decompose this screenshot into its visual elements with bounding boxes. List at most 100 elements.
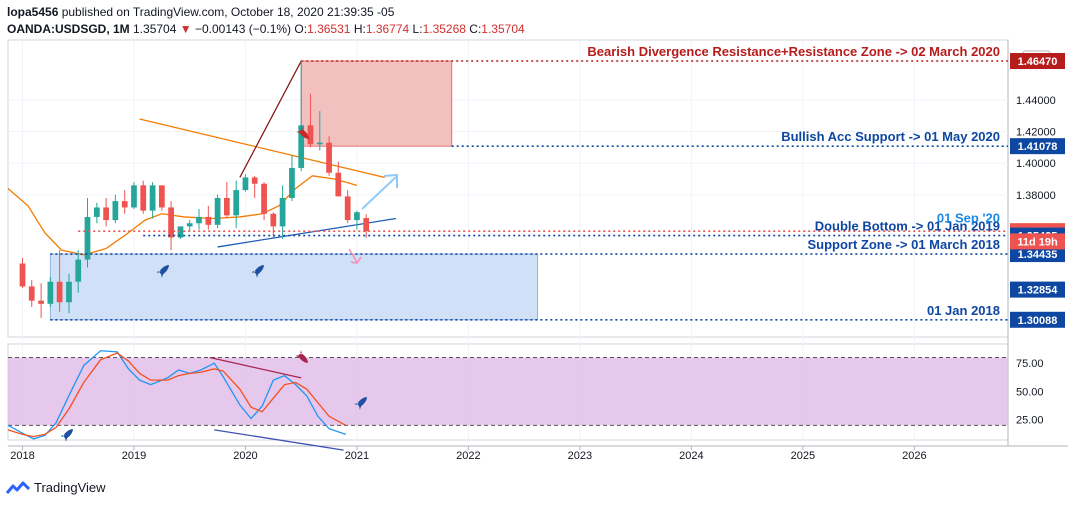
bullish-acc-support-label: Bullish Acc Support -> 01 May 2020 (781, 129, 1000, 144)
rocket-up-icon (354, 397, 367, 410)
tradingview-logo-icon (6, 481, 30, 494)
stoch-series-k (7, 350, 347, 440)
open-label: O: (294, 22, 308, 36)
candle-body (93, 207, 100, 217)
bullish-support-line (217, 217, 397, 248)
stoch-tick-label: 50.00 (1016, 386, 1044, 398)
stoch-support-line (214, 429, 344, 451)
candle-body (196, 216, 202, 224)
price-tick-label: 1.42000 (1016, 127, 1056, 139)
price-tick-label: 1.40000 (1016, 158, 1056, 170)
tradingview-brand: TradingView (34, 480, 106, 495)
low-value: 1.35268 (422, 22, 466, 36)
price-tag-132854-label: 1.32854 (1018, 285, 1059, 297)
publisher-user[interactable]: lopa5456 (7, 5, 59, 19)
candle-body (38, 300, 44, 304)
candle-body (326, 142, 332, 173)
symbol-label[interactable]: OANDA:USDSGD, 1M (7, 22, 130, 36)
candle-body (335, 172, 342, 197)
bullish-acc-support-price-tag-label: 1.41078 (1018, 141, 1058, 153)
candle-body (307, 125, 314, 145)
candle-body (261, 183, 267, 214)
last-price: 1.35704 (133, 22, 177, 36)
candle-body (75, 259, 82, 282)
candle-body (251, 177, 258, 184)
rocket-up-icon (60, 429, 73, 442)
down-arrow-head-icon (350, 256, 362, 264)
jan-2018-price-tag-label: 1.30088 (1018, 315, 1058, 327)
down-arrow-icon: ▼ (179, 22, 192, 36)
resistance-zone (300, 60, 453, 147)
candle-body (66, 281, 72, 303)
high-value: 1.36774 (365, 22, 410, 36)
support-zone-top-price-tag (1010, 246, 1065, 263)
jan-2018-label: 01 Jan 2018 (927, 303, 1000, 318)
countdown-tag (1010, 233, 1065, 250)
close-label: C: (469, 22, 482, 36)
jan-2018-price-tag (1010, 311, 1065, 328)
down-arrow-icon (348, 248, 358, 263)
close-value: 1.35704 (481, 22, 525, 36)
sep-2020-label: 01 Sep '20 (937, 210, 1000, 225)
double-bottom-label: Double Bottom -> 01 Jan 2019 (815, 219, 1000, 234)
candle-body (279, 197, 286, 227)
price-tick-label: 1.44000 (1016, 95, 1056, 107)
time-tick-label: 2022 (456, 450, 480, 462)
time-tick-label: 2026 (902, 450, 926, 462)
ohlc-line: OANDA:USDSGD, 1M 1.35704 ▼ −0.00143 (−0.… (7, 22, 525, 36)
bearish-divergence-line (139, 118, 385, 179)
candle-body (121, 201, 128, 208)
stoch-divergence-line (209, 356, 302, 379)
rocket-down-icon (296, 126, 309, 139)
candle-body (316, 142, 323, 145)
moving-average-line (7, 175, 358, 256)
candle-body (103, 207, 109, 221)
rocket-up-icon (251, 265, 264, 278)
candle-body (28, 286, 35, 301)
candle-body (354, 212, 360, 221)
time-tick-label: 2018 (10, 450, 34, 462)
bearish-divergence-resistance-price-tag-label: 1.46470 (1018, 56, 1058, 68)
candle-body (19, 263, 26, 287)
time-tick-label: 2020 (233, 450, 257, 462)
candle-body (205, 216, 212, 225)
time-tick-label: 2024 (679, 450, 703, 462)
candle-body (177, 226, 184, 238)
bullish-acc-support-price-tag (1010, 138, 1065, 155)
candle-body (186, 223, 193, 227)
support-zone-top-price-tag-label: 1.34435 (1018, 249, 1058, 261)
countdown-tag-label: 11d 19h (1017, 236, 1058, 248)
candle-body (131, 185, 137, 208)
candle-body (112, 201, 119, 221)
tradingview-footer[interactable]: TradingView (6, 480, 106, 495)
candle-body (223, 197, 230, 216)
up-arrow-head-icon (383, 173, 398, 188)
price-change: −0.00143 (−0.1%) (194, 22, 292, 36)
high-label: H: (353, 22, 366, 36)
candle-body (158, 185, 165, 208)
support-zone (49, 253, 539, 321)
candle-body (270, 213, 277, 227)
candle-body (84, 216, 91, 260)
bearish-divergence-resistance-price-tag (1010, 53, 1065, 70)
stoch-band (8, 357, 1008, 426)
bearish-divergence-resistance-label: Bearish Divergence Resistance+Resistance… (587, 44, 1000, 59)
stoch-series-d (7, 352, 347, 438)
low-label: L: (412, 22, 423, 36)
candle-body (214, 197, 221, 225)
time-tick-label: 2025 (791, 450, 815, 462)
price-tag-132854 (1010, 281, 1065, 298)
support-zone-top-label: Support Zone -> 01 March 2018 (807, 237, 1000, 252)
time-tick-label: 2023 (568, 450, 592, 462)
rally-line (239, 60, 302, 178)
candle-body (47, 281, 54, 304)
price-tick-label: 1.38000 (1016, 190, 1056, 202)
candle-body (242, 177, 249, 191)
time-tick-label: 2019 (122, 450, 146, 462)
candle-body (149, 185, 156, 211)
stoch-tick-label: 25.00 (1016, 415, 1044, 427)
up-arrow-icon (361, 176, 397, 210)
candle-body (56, 281, 63, 303)
stoch-tick-label: 75.00 (1016, 358, 1044, 370)
